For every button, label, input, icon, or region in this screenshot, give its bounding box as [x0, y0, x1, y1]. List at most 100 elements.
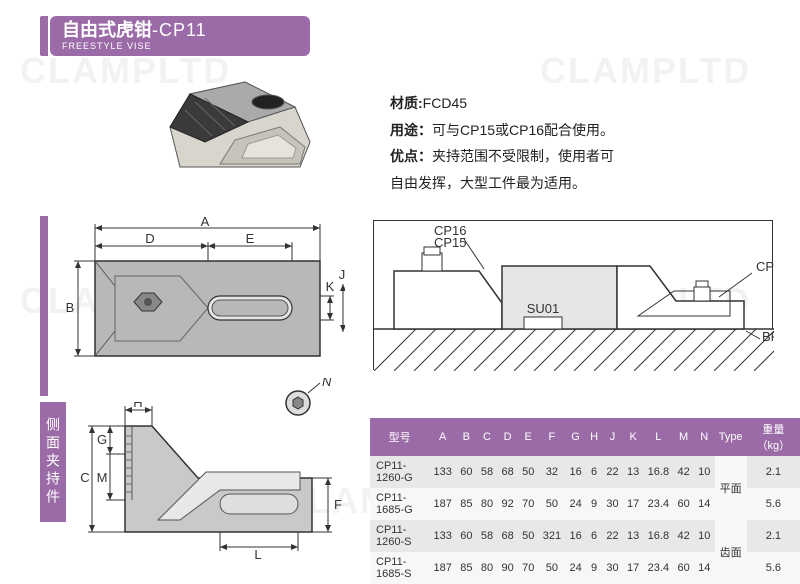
table-header-row: 型号 A B C D E F G H J K L M N Type 重量（kg） — [370, 418, 800, 456]
svg-text:CP11: CP11 — [756, 259, 774, 274]
watermark: CLAMPLTD — [540, 50, 751, 92]
th-D: D — [497, 418, 518, 456]
cell: 68 — [497, 520, 518, 552]
title-eng: FREESTYLE VISE — [62, 41, 310, 51]
cell: 13 — [623, 520, 644, 552]
cell: 50 — [539, 552, 566, 584]
table-row: CP11-1260-G 133 60 58 68 50 32 16 6 22 1… — [370, 456, 800, 488]
svg-text:N: N — [322, 378, 332, 389]
cell: 13 — [623, 456, 644, 488]
svg-text:H: H — [133, 402, 142, 410]
svg-text:C: C — [80, 470, 89, 485]
adv-label: 优点： — [390, 148, 432, 164]
accent-bar-top — [40, 16, 48, 56]
diagram-assembly: SU01 CP16 CP15 CP11 BP — [373, 220, 773, 370]
th-E: E — [518, 418, 539, 456]
cell: 10 — [694, 520, 715, 552]
cell: 30 — [602, 488, 623, 520]
description: 材质:FCD45 用途：可与CP15或CP16配合使用。 优点：夹持范围不受限制… — [390, 90, 750, 196]
title-main: 自由式虎钳-CP11 — [62, 21, 310, 39]
cell: CP11-1685-S — [370, 552, 429, 584]
cell: 58 — [477, 520, 498, 552]
diagram-profile: H G M C — [80, 402, 345, 562]
cell: 80 — [477, 552, 498, 584]
th-K: K — [623, 418, 644, 456]
cell: 23.4 — [643, 552, 673, 584]
cell: CP11-1685-G — [370, 488, 429, 520]
th-H: H — [586, 418, 602, 456]
svg-text:F: F — [334, 497, 342, 512]
svg-text:CP15: CP15 — [434, 235, 467, 250]
cell: 90 — [497, 552, 518, 584]
cell: 14 — [694, 552, 715, 584]
th-L: L — [643, 418, 673, 456]
cell: 187 — [429, 552, 456, 584]
cell: 42 — [673, 456, 694, 488]
cell: 16 — [565, 456, 586, 488]
svg-text:B: B — [66, 300, 75, 315]
spec-table: 型号 A B C D E F G H J K L M N Type 重量（kg）… — [370, 418, 800, 584]
cell: 187 — [429, 488, 456, 520]
cell-type: 平面 — [715, 456, 747, 520]
usage-label: 用途： — [390, 122, 432, 138]
svg-text:A: A — [201, 216, 210, 229]
cell: 24 — [565, 488, 586, 520]
th-M: M — [673, 418, 694, 456]
cell: 60 — [673, 552, 694, 584]
cell: 321 — [539, 520, 566, 552]
product-render — [150, 72, 320, 182]
cell: 9 — [586, 552, 602, 584]
cell: 133 — [429, 520, 456, 552]
cell: 60 — [456, 456, 477, 488]
side-tab: 侧面夹持件 — [40, 402, 66, 522]
th-Type: Type — [715, 418, 747, 456]
svg-text:BP: BP — [762, 329, 774, 344]
th-G: G — [565, 418, 586, 456]
cell: 16 — [565, 520, 586, 552]
cell: 16.8 — [643, 520, 673, 552]
cell: 14 — [694, 488, 715, 520]
th-B: B — [456, 418, 477, 456]
th-model: 型号 — [370, 418, 429, 456]
svg-text:SU01: SU01 — [527, 301, 560, 316]
title-model: -CP11 — [152, 20, 207, 40]
cell: 16.8 — [643, 456, 673, 488]
cell: 70 — [518, 552, 539, 584]
usage-value: 可与CP15或CP16配合使用。 — [432, 122, 614, 138]
cell: 17 — [623, 552, 644, 584]
cell: 133 — [429, 456, 456, 488]
svg-text:J: J — [339, 267, 345, 282]
cell: 58 — [477, 456, 498, 488]
th-N: N — [694, 418, 715, 456]
cell: 6 — [586, 456, 602, 488]
cell-type: 齿面 — [715, 520, 747, 584]
cell: 22 — [602, 520, 623, 552]
cell: 6 — [586, 520, 602, 552]
th-F: F — [539, 418, 566, 456]
adv-line1: 夹持范围不受限制，使用者可 — [432, 148, 614, 164]
title-text: 自由式虎钳 — [62, 20, 152, 40]
cell: 85 — [456, 552, 477, 584]
cell: 2.1 — [747, 456, 800, 488]
svg-text:G: G — [97, 432, 107, 447]
cell: 50 — [539, 488, 566, 520]
title-bar: 自由式虎钳-CP11 FREESTYLE VISE — [50, 16, 310, 56]
cell: 60 — [673, 488, 694, 520]
cell: 5.6 — [747, 552, 800, 584]
cell: 22 — [602, 456, 623, 488]
cell: CP11-1260-G — [370, 456, 429, 488]
cell: 10 — [694, 456, 715, 488]
svg-text:L: L — [254, 547, 261, 562]
cell: 70 — [518, 488, 539, 520]
cell: 85 — [456, 488, 477, 520]
table-row: CP11-1260-S 133 60 58 68 50 321 16 6 22 … — [370, 520, 800, 552]
cell: 80 — [477, 488, 498, 520]
diagram-top-view: A D E B K — [60, 216, 345, 381]
svg-text:M: M — [97, 470, 108, 485]
cell: 68 — [497, 456, 518, 488]
cell: 50 — [518, 456, 539, 488]
svg-text:D: D — [145, 231, 154, 246]
adv-line2: 自由发挥，大型工件最为适用。 — [390, 175, 586, 191]
svg-text:K: K — [326, 279, 335, 294]
cell: 50 — [518, 520, 539, 552]
